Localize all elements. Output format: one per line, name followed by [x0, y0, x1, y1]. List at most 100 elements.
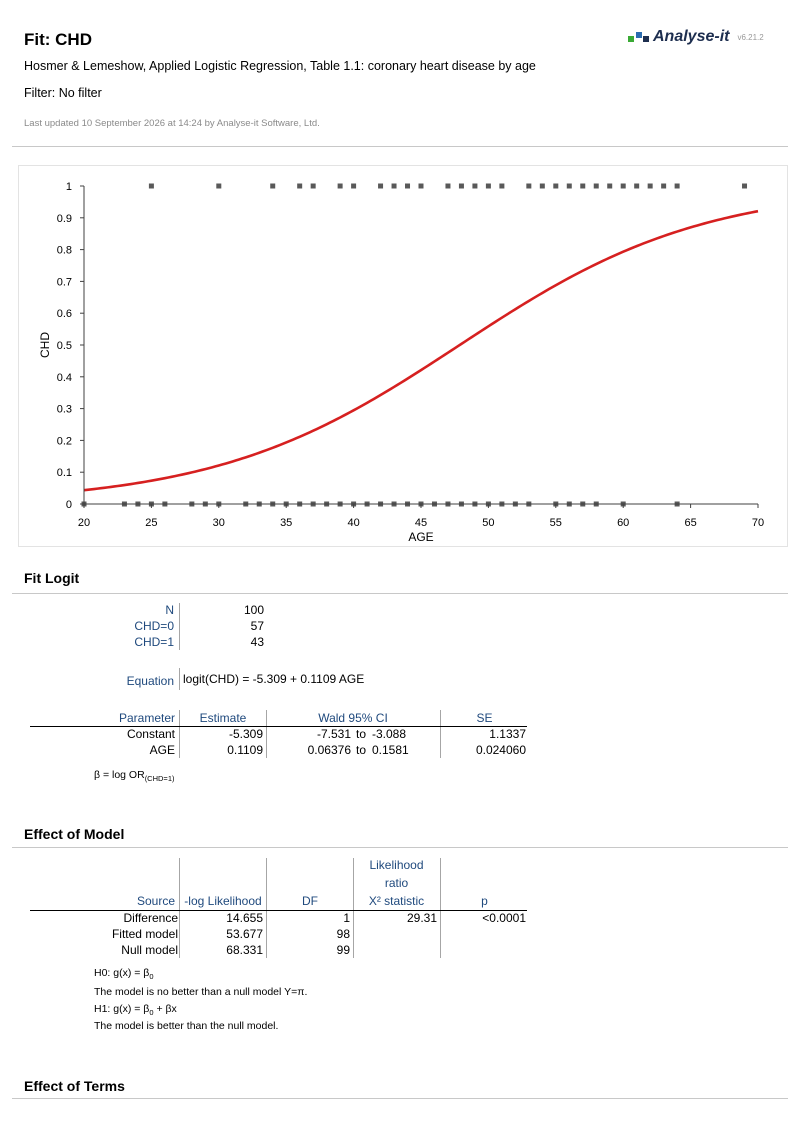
- model-loglik-fitted: 53.677: [226, 927, 263, 941]
- data-point-chd1: [674, 183, 680, 189]
- param-ci-low-age: 0.06376: [307, 743, 351, 757]
- h1-description: The model is better than the null model.: [94, 1020, 279, 1032]
- data-point-chd1: [593, 183, 599, 189]
- y-tick-label: 1: [66, 181, 72, 193]
- y-tick-label: 0.1: [57, 467, 72, 479]
- model-header-p: p: [481, 894, 488, 908]
- param-name-age: AGE: [149, 743, 175, 757]
- last-updated: Last updated 10 September 2026 at 14:24 …: [24, 118, 320, 129]
- model-header-loglik: -log Likelihood: [184, 894, 262, 908]
- data-point-chd1: [418, 183, 424, 189]
- logo-square-navy-icon: [643, 36, 649, 42]
- y-tick-label: 0: [66, 499, 72, 511]
- model-header-lr-line3: X² statistic: [368, 894, 425, 908]
- count-label-n: N: [165, 603, 174, 617]
- x-tick-label: 70: [752, 517, 764, 529]
- effect-model-divider: [12, 847, 788, 848]
- x-tick-label: 55: [550, 517, 562, 529]
- param-estimate-constant: -5.309: [228, 727, 263, 741]
- logo-square-blue-icon: [636, 32, 642, 38]
- param-header-estimate: Estimate: [199, 711, 247, 725]
- h0-hypothesis: H0: g(x) = β0: [94, 967, 154, 981]
- model-df-difference: 1: [343, 911, 350, 925]
- count-label-chd0: CHD=0: [134, 619, 174, 633]
- x-tick-label: 50: [482, 517, 494, 529]
- data-point-chd1: [445, 183, 451, 189]
- param-header-wald-ci: Wald 95% CI: [318, 711, 388, 725]
- count-label-chd1: CHD=1: [134, 635, 174, 649]
- y-tick-label: 0.2: [57, 435, 72, 447]
- y-tick-label: 0.4: [57, 372, 72, 384]
- model-header-lr-line2: ratio: [384, 876, 409, 890]
- model-source-fitted: Fitted model: [111, 927, 178, 941]
- y-tick-label: 0.3: [57, 404, 72, 416]
- analyse-it-logo: Analyse-it v6.21.2: [628, 28, 764, 46]
- model-header-rule: [30, 910, 527, 911]
- equation-text: logit(CHD) = -5.309 + 0.1109 AGE: [183, 672, 365, 686]
- data-point-chd1: [472, 183, 478, 189]
- y-tick-label: 0.9: [57, 213, 72, 225]
- param-ci-high-age: 0.1581: [372, 743, 409, 757]
- param-ci-high-constant: -3.088: [372, 727, 407, 741]
- y-tick-label: 0.6: [57, 308, 72, 320]
- x-tick-label: 40: [347, 517, 359, 529]
- h1-subscript: 0: [149, 1008, 154, 1018]
- x-axis-label: AGE: [408, 530, 433, 544]
- data-point-chd1: [647, 183, 653, 189]
- model-col-sep-3: [353, 858, 354, 958]
- data-point-chd1: [337, 183, 343, 189]
- data-point-chd1: [405, 183, 411, 189]
- param-col-sep-3: [440, 710, 441, 758]
- h0-description: The model is no better than a null model…: [94, 986, 308, 998]
- data-point-chd1: [216, 183, 222, 189]
- equation-label: Equation: [126, 674, 174, 688]
- section-title-fit-logit: Fit Logit: [24, 570, 80, 586]
- x-tick-label: 30: [213, 517, 225, 529]
- section-title-effect-of-terms: Effect of Terms: [24, 1078, 125, 1094]
- param-ci-to-constant: to: [355, 727, 366, 741]
- page-title: Fit: CHD: [24, 30, 92, 49]
- data-point-chd1: [634, 183, 640, 189]
- data-point-chd1: [607, 183, 613, 189]
- param-estimate-age: 0.1109: [227, 743, 263, 757]
- model-header-lr-line1: Likelihood: [369, 858, 424, 872]
- logo-text: Analyse-it: [653, 28, 730, 45]
- h1-hypothesis: H1: g(x) = β0 + βx: [94, 1003, 177, 1017]
- param-name-constant: Constant: [126, 727, 175, 741]
- model-loglik-difference: 14.655: [226, 911, 263, 925]
- data-point-chd1: [378, 183, 384, 189]
- equation-separator: [179, 668, 180, 690]
- y-tick-label: 0.8: [57, 245, 72, 257]
- logo-square-green-icon: [628, 36, 634, 42]
- data-point-chd1: [742, 183, 748, 189]
- counts-separator: [179, 603, 180, 650]
- data-point-chd1: [485, 183, 491, 189]
- h0-prefix: H0: g(x) = β: [94, 967, 150, 979]
- model-df-null: 99: [336, 943, 350, 957]
- param-header-parameter: Parameter: [118, 711, 175, 725]
- count-value-chd0: 57: [250, 619, 264, 633]
- data-point-chd1: [661, 183, 667, 189]
- param-ci-to-age: to: [355, 743, 366, 757]
- y-tick-label: 0.7: [57, 276, 72, 288]
- effect-terms-divider: [12, 1098, 788, 1099]
- param-col-sep-2: [266, 710, 267, 758]
- model-header-source: Source: [136, 894, 175, 908]
- model-source-null: Null model: [121, 943, 178, 957]
- data-point-chd1: [297, 183, 303, 189]
- model-col-sep-2: [266, 858, 267, 958]
- param-ci-low-constant: -7.531: [316, 727, 351, 741]
- h1-suffix: + βx: [153, 1003, 177, 1015]
- data-point-chd1: [351, 183, 357, 189]
- x-tick-label: 45: [415, 517, 427, 529]
- param-header-rule: [30, 726, 527, 727]
- model-col-sep-4: [440, 858, 441, 958]
- data-point-chd1: [620, 183, 626, 189]
- beta-note-subscript: (CHD=1): [144, 774, 175, 784]
- data-point-chd1: [580, 183, 586, 189]
- data-point-chd1: [499, 183, 505, 189]
- version-label: v6.21.2: [737, 32, 764, 42]
- data-point-chd1: [391, 183, 397, 189]
- count-value-n: 100: [243, 603, 264, 617]
- data-point-chd1: [539, 183, 545, 189]
